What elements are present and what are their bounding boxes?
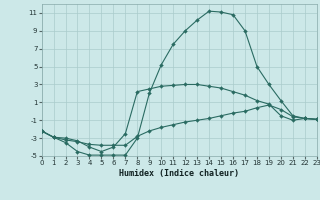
X-axis label: Humidex (Indice chaleur): Humidex (Indice chaleur) xyxy=(119,169,239,178)
